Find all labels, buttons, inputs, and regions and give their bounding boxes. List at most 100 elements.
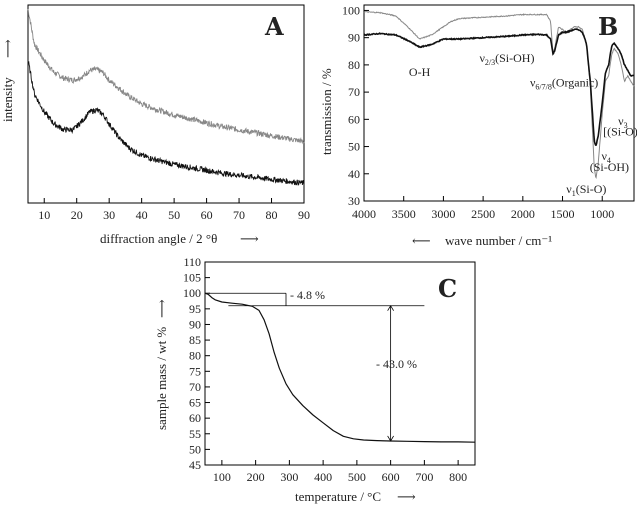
panel-c-x-tick-label: 200 (247, 470, 265, 484)
panel-c-annotations: - 4.8 % - 43.0 % (290, 288, 417, 371)
panel-b-annotation-sub: 2/3 (485, 58, 495, 67)
panel-c-letter: C (438, 274, 457, 303)
panel-c-x-arrow: ⟶ (397, 489, 416, 504)
panel-c-series (204, 292, 476, 443)
panel-c-x-label: temperature / °C (295, 489, 381, 504)
panel-b-y-tick-label: 30 (348, 194, 360, 208)
panel-b-annotations: O-Hν2/3(Si-OH)ν6/7/8(Organic)ν3[(Si-O)4]… (409, 51, 637, 198)
panel-b-annotation: (Si-OH) (590, 160, 629, 174)
panel-b-x-tick-label: 3500 (392, 207, 416, 221)
panel-b-plot-frame (363, 4, 635, 202)
panel-b-x-ticks: 4000 3500 3000 2500 2000 1500 1000 (352, 196, 614, 221)
panel-b-annotation: ν3 (618, 114, 627, 130)
panel-a-x-ticks: 10 20 30 40 50 60 70 80 90 (38, 198, 310, 222)
panel-a-x-tick-label: 20 (71, 208, 83, 222)
panel-c-y-tick-label: 105 (183, 271, 201, 285)
panel-a-x-arrow: ⟶ (240, 231, 259, 246)
panel-b-annotation-text: ν (618, 114, 624, 128)
panel-c-y-tick-label: 55 (189, 427, 201, 441)
panel-b-x-tick-label: 2500 (471, 207, 495, 221)
panel-b-y-ticks: 30 40 50 60 70 80 90 100 (342, 3, 369, 208)
panel-c-x-tick-label: 300 (280, 470, 298, 484)
panel-c-x-tick-label: 500 (348, 470, 366, 484)
panel-c-annotation: - 4.8 % (290, 288, 325, 302)
panel-a-x-tick-label: 70 (233, 208, 245, 222)
panel-b-annotation-sub: 4 (607, 156, 611, 165)
panel-b-annotation-text: ν (479, 51, 485, 65)
panel-b-annotation-sub: 3 (624, 121, 628, 130)
panel-c-mass-loss-guides (208, 292, 425, 442)
panel-c-series-line (204, 292, 476, 443)
panel-a-x-tick-label: 60 (201, 208, 213, 222)
panel-b-annotation-rest: (Si-O) (576, 182, 607, 196)
panel-b-series-line (363, 27, 634, 146)
panel-c-plot-frame (204, 261, 476, 466)
panel-b-annotation-text: ν (566, 182, 572, 196)
panel-a-y-arrow: ⟶ (0, 39, 15, 58)
panel-b-annotation: ν2/3(Si-OH) (479, 51, 534, 67)
panel-a-series-line (27, 60, 305, 186)
panel-b-annotation-text: ν (530, 76, 536, 90)
panel-b-y-tick-label: 100 (342, 3, 360, 17)
panel-b-annotation: O-H (409, 65, 431, 79)
panel-c-arrowhead-top (387, 304, 394, 311)
panel-c-y-tick-label: 80 (189, 349, 201, 363)
panel-b-y-tick-label: 70 (348, 85, 360, 99)
panel-c-y-tick-label: 110 (183, 255, 201, 269)
panel-c-y-tick-label: 70 (189, 380, 201, 394)
panel-a-x-tick-label: 30 (103, 208, 115, 222)
panel-b-annotation: ν6/7/8(Organic) (530, 76, 598, 92)
panel-a-series-line (27, 8, 305, 145)
panel-b-x-tick-label: 4000 (352, 207, 376, 221)
panel-b-y-tick-label: 50 (348, 140, 360, 154)
panel-a-x-tick-label: 50 (168, 208, 180, 222)
panel-a-x-tick-label: 10 (38, 208, 50, 222)
panel-c-x-tick-label: 800 (449, 470, 467, 484)
panel-b-annotation-text: ν (601, 149, 607, 163)
panel-b-annotation: ν4 (601, 149, 610, 165)
panel-a-x-tick-label: 80 (266, 208, 278, 222)
panel-a-plot-frame (27, 4, 305, 204)
panel-c-y-tick-label: 90 (189, 317, 201, 331)
panel-c-y-tick-label: 95 (189, 302, 201, 316)
panel-b-annotation-text: O-H (409, 65, 431, 79)
panel-b-annotation-sub: 6/7/8 (535, 83, 551, 92)
panel-b-y-tick-label: 90 (348, 31, 360, 45)
panel-b-y-tick-label: 80 (348, 58, 360, 72)
panel-c-x-tick-label: 700 (415, 470, 433, 484)
panel-c-annotation: - 43.0 % (376, 357, 417, 371)
panel-c-tga-chart: 100 200 300 400 500 600 700 800 455055606570758… (154, 255, 476, 504)
panel-b-x-tick-label: 3000 (431, 207, 455, 221)
panel-b-series (363, 11, 635, 180)
panel-b-annotation-rest: (Si-OH) (495, 51, 534, 65)
panel-c-x-tick-label: 100 (213, 470, 231, 484)
panel-b-x-tick-label: 1000 (590, 207, 614, 221)
panel-c-y-tick-label: 75 (189, 364, 201, 378)
panel-c-x-tick-label: 600 (382, 470, 400, 484)
panel-a-x-tick-label: 90 (298, 208, 310, 222)
panel-a-y-label: intensity (0, 77, 15, 122)
panel-c-x-ticks: 100 200 300 400 500 600 700 800 (213, 460, 467, 484)
panel-b-y-tick-label: 40 (348, 167, 360, 181)
panel-b-x-label: wave number / cm⁻¹ (445, 233, 552, 248)
panel-a-series (27, 8, 305, 186)
panel-b-x-tick-label: 2000 (511, 207, 535, 221)
panel-a-xrd-chart: 10 20 30 40 50 60 70 80 90 A diffraction angle /… (0, 4, 310, 246)
panel-c-y-tick-label: 50 (189, 442, 201, 456)
panel-b-y-tick-label: 60 (348, 112, 360, 126)
panel-b-annotation: ν1(Si-O) (566, 182, 606, 198)
panel-b-x-tick-label: 1500 (551, 207, 575, 221)
panel-b-letter: B (598, 12, 618, 41)
panel-b-annotation-sub: 1 (572, 189, 576, 198)
panel-a-x-label: diffraction angle / 2 °θ (100, 231, 217, 246)
panel-b-annotation-rest: (Organic) (552, 76, 598, 90)
panel-c-y-label: sample mass / wt % (154, 327, 169, 430)
panel-c-y-arrow: ⟶ (154, 299, 169, 318)
panel-b-ir-chart: 4000 3500 3000 2500 2000 1500 1000 30 40 50 60 70 8… (319, 3, 637, 248)
panel-c-x-tick-label: 400 (314, 470, 332, 484)
panel-c-y-tick-label: 100 (183, 286, 201, 300)
panel-c-y-tick-label: 65 (189, 396, 201, 410)
panel-c-y-tick-label: 85 (189, 333, 201, 347)
panel-a-letter: A (264, 12, 284, 41)
